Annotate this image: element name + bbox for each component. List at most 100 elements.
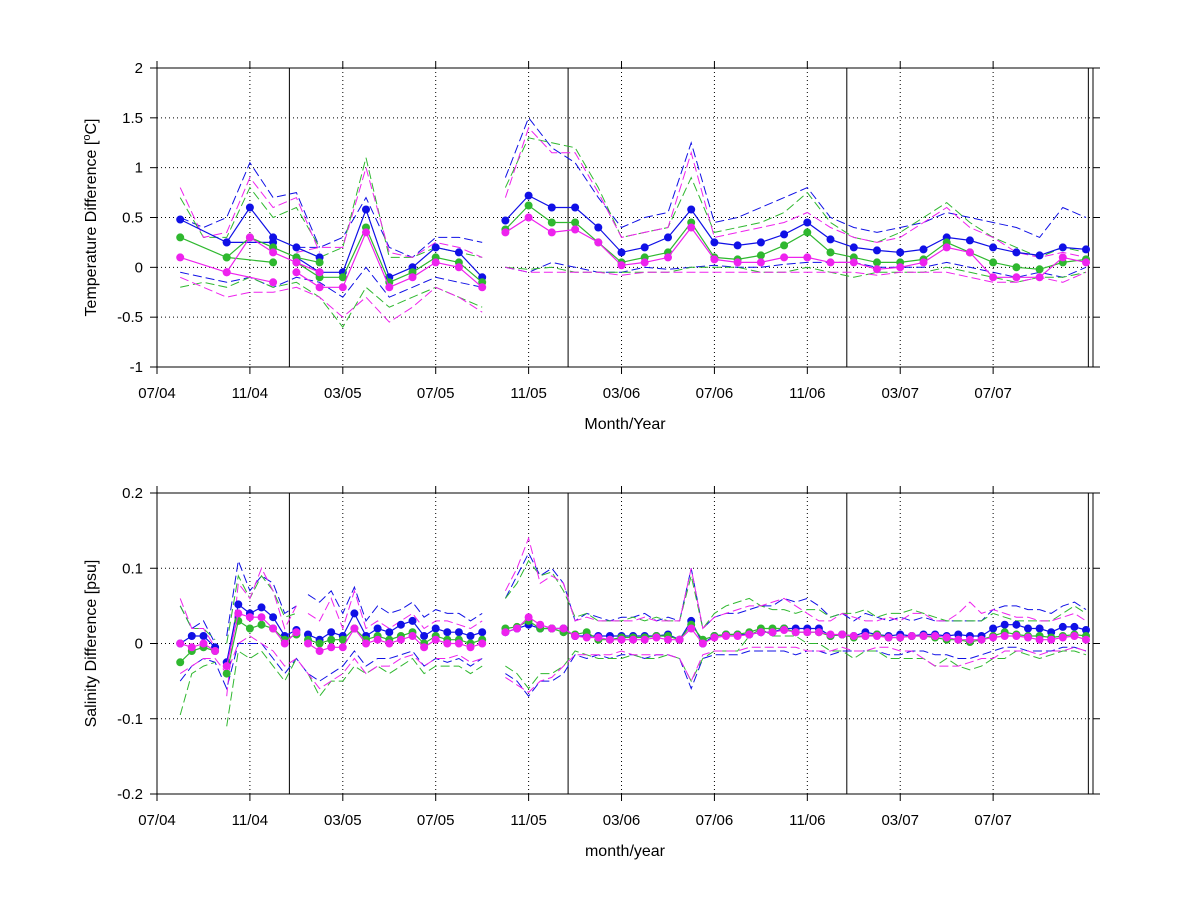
- series-marker: [1000, 632, 1009, 641]
- series-marker: [292, 628, 301, 637]
- series-range-line: [179, 605, 216, 644]
- series-marker: [756, 238, 765, 247]
- series-marker: [780, 626, 789, 635]
- series-marker: [907, 632, 916, 641]
- x-tick-label: 07/06: [696, 385, 734, 402]
- series-range-line: [505, 646, 1087, 698]
- series-marker: [327, 643, 336, 652]
- series-marker: [873, 265, 882, 274]
- series-marker: [954, 635, 963, 644]
- series-range-line: [504, 552, 1087, 630]
- series-marker: [675, 635, 684, 644]
- series-marker: [1058, 243, 1067, 252]
- series-marker: [176, 253, 185, 262]
- series-marker: [222, 268, 231, 277]
- series-marker: [1024, 633, 1033, 642]
- series-marker: [1000, 620, 1009, 629]
- series-marker: [431, 635, 440, 644]
- series-marker: [826, 248, 835, 257]
- series-range-line: [504, 536, 1087, 630]
- series-marker: [547, 228, 556, 237]
- series-marker: [965, 635, 974, 644]
- series-marker: [861, 632, 870, 641]
- series-marker: [884, 633, 893, 642]
- series-marker: [664, 635, 673, 644]
- series-marker: [269, 613, 278, 622]
- series-marker: [617, 261, 626, 270]
- series-marker: [756, 628, 765, 637]
- series-marker: [640, 635, 649, 644]
- series-marker: [431, 243, 440, 252]
- x-tick-label: 11/04: [232, 385, 268, 402]
- series-marker: [559, 624, 568, 633]
- series-range-line: [179, 605, 216, 641]
- series-range-line: [180, 161, 321, 248]
- series-marker: [269, 624, 278, 633]
- series-range-line: [180, 266, 483, 298]
- series-mean-line: [307, 627, 483, 645]
- series-marker: [257, 620, 266, 629]
- series-marker: [385, 628, 394, 637]
- series-marker: [1070, 622, 1079, 631]
- series-marker: [408, 273, 417, 282]
- y-axis-label: Temperature Difference [oC]: [81, 119, 100, 317]
- series-marker: [617, 248, 626, 257]
- series-range-line: [179, 598, 216, 648]
- series-marker: [269, 233, 278, 242]
- series-marker: [373, 635, 382, 644]
- series-marker: [524, 201, 533, 210]
- series-marker: [373, 624, 382, 633]
- series-range-line: [179, 635, 483, 690]
- series-marker: [478, 628, 487, 637]
- series-marker: [571, 632, 580, 641]
- series-marker: [269, 258, 278, 267]
- series-mean-line: [179, 635, 216, 648]
- series-range-line: [505, 646, 1087, 694]
- series-marker: [989, 243, 998, 252]
- series-marker: [710, 633, 719, 642]
- series-marker: [745, 630, 754, 639]
- series-marker: [454, 639, 463, 648]
- series-marker: [361, 228, 370, 237]
- series-range-line: [307, 589, 483, 631]
- series-marker: [965, 248, 974, 257]
- series-marker: [1012, 620, 1021, 629]
- series-marker: [780, 230, 789, 239]
- series-marker: [849, 632, 858, 641]
- series-marker: [803, 228, 812, 237]
- series-mean-line: [504, 194, 1087, 257]
- series-marker: [803, 218, 812, 227]
- series-marker: [211, 647, 220, 656]
- series-marker: [292, 243, 301, 252]
- y-tick-label: 0: [135, 636, 143, 653]
- series-marker: [919, 258, 928, 267]
- series-marker: [303, 639, 312, 648]
- y-tick-label: 0: [135, 259, 143, 276]
- series-marker: [838, 630, 847, 639]
- x-tick-label: 07/07: [974, 385, 1012, 402]
- series-marker: [513, 624, 522, 633]
- series-marker: [594, 238, 603, 247]
- x-tick-label: 11/04: [232, 812, 268, 829]
- x-tick-label: 07/04: [138, 812, 176, 829]
- x-tick-label: 03/06: [603, 385, 641, 402]
- series-marker: [919, 632, 928, 641]
- series-marker: [756, 258, 765, 267]
- y-tick-label: 2: [135, 60, 143, 77]
- x-tick-label: 07/06: [696, 812, 734, 829]
- series-marker: [361, 639, 370, 648]
- series-marker: [466, 643, 475, 652]
- series-marker: [234, 609, 243, 618]
- series-marker: [292, 268, 301, 277]
- series-marker: [269, 248, 278, 257]
- series-marker: [849, 243, 858, 252]
- y-tick-label: 1: [135, 160, 143, 177]
- series-marker: [245, 624, 254, 633]
- series-marker: [687, 223, 696, 232]
- salinity-panel: -0.2 -0.1 0 0.1 0.2 07/04 11/04 03/05 07/05 11/05…: [83, 485, 1100, 860]
- x-tick-label: 07/07: [974, 812, 1012, 829]
- temperature-panel: -1 -0.5 0 0.5 1 1.5 2 07/04 11/04 03/05 07/05 11/05…: [81, 60, 1100, 433]
- series-marker: [768, 628, 777, 637]
- series-marker: [896, 263, 905, 272]
- series-range-line: [504, 116, 1087, 239]
